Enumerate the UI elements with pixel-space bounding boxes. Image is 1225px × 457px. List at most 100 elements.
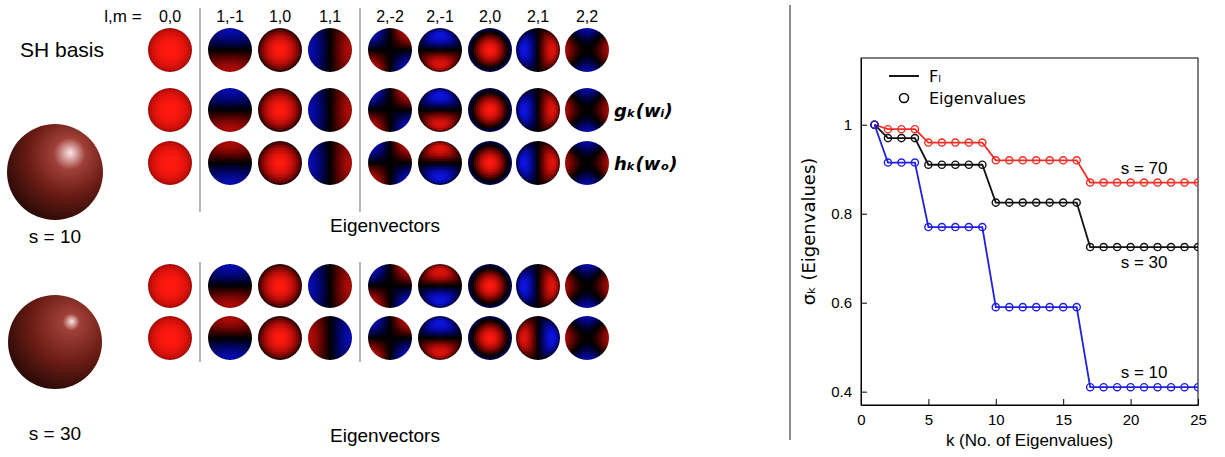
- sh-pixel: [384, 52, 386, 54]
- sh-pixel: [324, 62, 326, 64]
- sh-pixel: [324, 56, 326, 58]
- sh-pixel: [270, 40, 272, 42]
- sh-pixel: [410, 52, 412, 54]
- sh-pixel: [294, 58, 296, 60]
- sh-pixel: [410, 50, 412, 52]
- sh-pixel: [274, 54, 276, 56]
- sh-pixel: [210, 54, 212, 56]
- sh-pixel: [390, 36, 392, 38]
- sh-pixel: [158, 32, 160, 34]
- sh-pixel: [216, 66, 218, 68]
- sh-pixel: [246, 34, 248, 36]
- sh-pixel: [272, 28, 274, 30]
- sh-pixel: [334, 66, 336, 68]
- sh-pixel: [312, 36, 314, 38]
- sh-pixel: [150, 38, 152, 40]
- sh-pixel: [318, 50, 320, 52]
- sh-pixel: [296, 50, 298, 52]
- column-label: 2,0: [479, 8, 501, 25]
- sh-pixel: [332, 68, 334, 70]
- sh-pixel: [162, 42, 164, 44]
- sh-pixel: [186, 38, 188, 40]
- sh-pixel: [162, 44, 164, 46]
- sh-pixel: [276, 60, 278, 62]
- sh-pixel: [216, 36, 218, 38]
- sh-pixel: [262, 50, 264, 52]
- sh-pixel: [318, 56, 320, 58]
- sh-pixel: [248, 62, 250, 64]
- sh-pixel: [166, 48, 168, 50]
- sh-pixel: [400, 54, 402, 56]
- sh-pixel: [230, 42, 232, 44]
- sh-pixel: [174, 40, 176, 42]
- sh-pixel: [336, 28, 338, 30]
- sh-pixel: [346, 56, 348, 58]
- sh-pixel: [246, 48, 248, 50]
- sh-pixel: [314, 34, 316, 36]
- sh-pixel: [378, 54, 380, 56]
- sh-pixel: [334, 28, 336, 30]
- sh-pixel: [174, 42, 176, 44]
- sh-pixel: [314, 38, 316, 40]
- sh-pixel: [190, 46, 192, 48]
- sh-pixel: [326, 40, 328, 42]
- sh-pixel: [268, 56, 270, 58]
- sh-pixel: [260, 60, 262, 62]
- sh-pixel: [244, 52, 246, 54]
- sh-pixel: [174, 70, 176, 72]
- sh-pixel: [282, 42, 284, 44]
- sh-pixel: [394, 30, 396, 32]
- sh-pixel: [176, 54, 178, 56]
- sh-pixel: [216, 56, 218, 58]
- sh-pixel: [156, 68, 158, 70]
- sh-pixel: [268, 40, 270, 42]
- sh-pixel: [370, 58, 372, 60]
- sh-pixel: [234, 46, 236, 48]
- sh-pixel: [394, 32, 396, 34]
- sh-pixel: [318, 30, 320, 32]
- sh-pixel: [390, 56, 392, 58]
- sh-pixel: [268, 32, 270, 34]
- sh-pixel: [288, 70, 290, 72]
- sh-pixel: [210, 52, 212, 54]
- sh-pixel: [150, 40, 152, 42]
- sh-pixel: [158, 30, 160, 32]
- sh-pixel: [154, 34, 156, 36]
- sh-pixel: [236, 70, 238, 72]
- sh-pixel: [170, 32, 172, 34]
- sh-pixel: [406, 50, 408, 52]
- sh-pixel: [272, 46, 274, 48]
- sh-pixel: [244, 32, 246, 34]
- sh-pixel: [236, 34, 238, 36]
- sh-pixel: [316, 54, 318, 56]
- sh-pixel: [388, 34, 390, 36]
- sh-pixel: [388, 54, 390, 56]
- sh-pixel: [346, 62, 348, 64]
- sh-pixel: [160, 66, 162, 68]
- sh-pixel: [240, 66, 242, 68]
- sh-pixel: [224, 36, 226, 38]
- sh-pixel: [168, 62, 170, 64]
- sh-pixel: [384, 58, 386, 60]
- sh-pixel: [228, 36, 230, 38]
- sh-pixel: [226, 36, 228, 38]
- sh-pixel: [312, 48, 314, 50]
- sh-pixel: [344, 50, 346, 52]
- sh-pixel: [298, 40, 300, 42]
- sh-pixel: [168, 30, 170, 32]
- sh-pixel: [250, 42, 252, 44]
- sh-pixel: [166, 36, 168, 38]
- sh-pixel: [314, 42, 316, 44]
- sh-pixel: [280, 66, 282, 68]
- sh-pixel: [338, 28, 340, 30]
- sh-pixel: [300, 50, 302, 52]
- sh-pixel: [216, 38, 218, 40]
- sh-pixel: [316, 46, 318, 48]
- sh-pixel: [338, 52, 340, 54]
- sh-pixel: [398, 56, 400, 58]
- sh-pixel: [288, 50, 290, 52]
- sh-pixel: [324, 54, 326, 56]
- sh-pixel: [178, 42, 180, 44]
- sh-pixel: [172, 48, 174, 50]
- sh-pixel: [154, 42, 156, 44]
